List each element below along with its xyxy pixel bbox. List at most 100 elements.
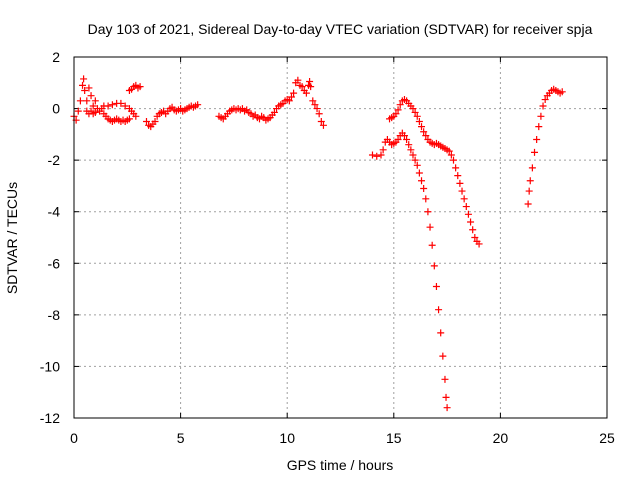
data-point [413, 112, 421, 120]
data-point [270, 108, 278, 116]
x-axis-label: GPS time / hours [287, 457, 394, 473]
data-point [524, 200, 532, 208]
data-points [70, 75, 566, 412]
x-tick-label: 15 [386, 430, 402, 446]
data-point [469, 226, 477, 234]
data-point [422, 195, 430, 203]
data-point [287, 93, 295, 101]
data-point [294, 76, 302, 84]
data-point [424, 208, 432, 216]
y-tick-label: -8 [48, 307, 61, 323]
x-tick-label: 10 [279, 430, 295, 446]
y-tick-label: 2 [52, 49, 60, 65]
chart-title: Day 103 of 2021, Sidereal Day-to-day VTE… [88, 21, 593, 37]
data-point [194, 101, 202, 109]
data-point [535, 123, 543, 131]
data-point [392, 110, 400, 118]
data-point [373, 152, 381, 160]
data-point [319, 121, 327, 129]
data-point [464, 210, 472, 218]
data-point [467, 218, 475, 226]
data-point [439, 352, 447, 360]
data-point [290, 89, 298, 97]
data-point [445, 147, 453, 155]
data-point [462, 203, 470, 211]
data-point [537, 112, 545, 120]
data-point [394, 106, 402, 114]
data-point [151, 117, 159, 125]
grid-lines [74, 57, 607, 418]
data-point [558, 88, 566, 96]
data-point [80, 75, 88, 83]
data-point [87, 92, 95, 100]
data-point [313, 105, 321, 113]
data-point [415, 169, 423, 177]
data-point [407, 146, 415, 154]
data-point [409, 151, 417, 159]
data-point [525, 187, 533, 195]
data-point [409, 105, 417, 113]
data-point [426, 223, 434, 231]
data-point [526, 177, 534, 185]
data-point [403, 136, 411, 144]
plot-frame [73, 56, 608, 419]
data-point [452, 164, 460, 172]
data-point [142, 117, 150, 125]
data-point [418, 123, 426, 131]
data-point [121, 102, 129, 110]
data-point [415, 117, 423, 125]
data-point [443, 404, 451, 412]
data-point [377, 151, 385, 159]
data-point [125, 115, 133, 123]
data-point [539, 102, 547, 110]
x-tick-label: 5 [177, 430, 185, 446]
y-tick-label: -4 [48, 204, 61, 220]
data-point [541, 96, 549, 104]
data-point [311, 101, 319, 109]
data-point [471, 234, 479, 241]
data-point [298, 83, 306, 91]
data-point [307, 83, 315, 91]
data-point [315, 110, 323, 118]
data-point [430, 262, 438, 270]
y-tick-label: -2 [48, 152, 61, 168]
y-axis-label: SDTVAR / TECUs [4, 182, 20, 294]
data-point [437, 329, 445, 337]
data-point [442, 393, 450, 401]
data-point [396, 101, 404, 109]
data-point [91, 108, 99, 116]
data-point [420, 185, 428, 193]
data-point [379, 146, 387, 154]
data-point [368, 151, 376, 159]
data-point [108, 101, 116, 109]
data-point [91, 97, 99, 105]
data-point [132, 112, 140, 120]
data-point [136, 83, 144, 91]
data-point [420, 128, 428, 136]
data-point [79, 81, 87, 89]
data-point [117, 99, 125, 107]
data-point [76, 97, 84, 105]
data-point [285, 97, 293, 105]
data-point [533, 136, 541, 144]
data-point [460, 195, 468, 203]
y-tick-label: -10 [40, 358, 60, 374]
data-point [104, 102, 112, 110]
data-point [475, 240, 483, 248]
data-point [449, 156, 457, 164]
data-point [394, 136, 402, 144]
y-tick-label: -6 [48, 255, 61, 271]
data-point [83, 97, 91, 105]
data-point [413, 161, 421, 169]
data-point [422, 132, 430, 140]
data-point [400, 132, 408, 140]
data-point [435, 306, 443, 314]
data-point [447, 151, 455, 159]
data-point [411, 156, 419, 164]
x-tick-label: 0 [70, 430, 78, 446]
data-point [531, 148, 539, 156]
data-point [405, 141, 413, 149]
data-point [317, 117, 325, 125]
data-point [456, 179, 464, 187]
